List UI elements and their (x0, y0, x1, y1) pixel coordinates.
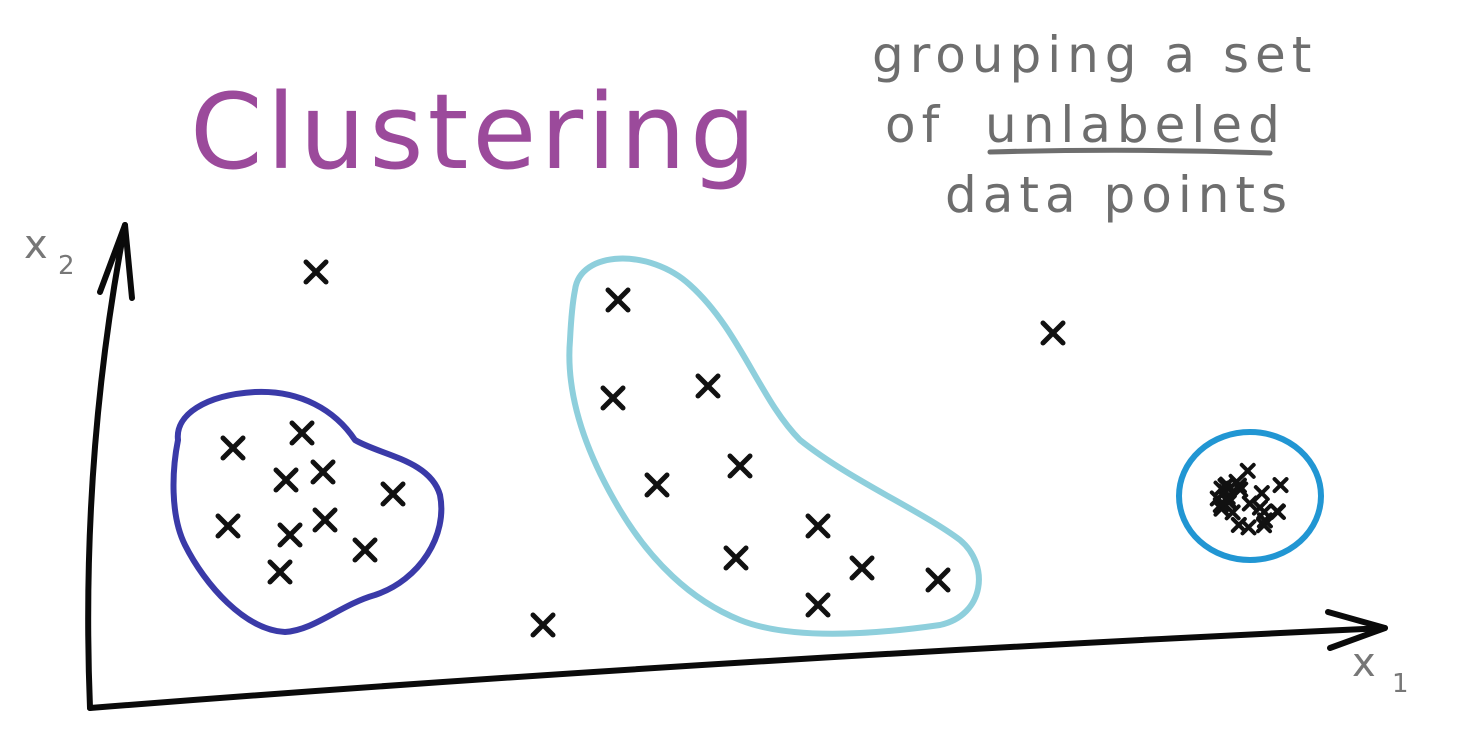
cluster-1-point-2 (289, 420, 315, 446)
cluster-2-point-8 (849, 555, 875, 581)
diagram-title: Clustering (190, 71, 760, 193)
cluster-3-point-26 (1239, 462, 1256, 479)
cluster-2-boundary (566, 255, 982, 637)
outlier-point-2 (1040, 320, 1066, 346)
cluster-2-point-1 (605, 287, 631, 313)
definition: grouping a set of unlabeled data points (872, 26, 1317, 224)
outlier-point-3 (530, 612, 556, 638)
x-axis-arrowhead (1325, 609, 1388, 651)
cluster-1-point-3 (273, 467, 299, 493)
cluster-2-point-5 (727, 453, 753, 479)
cluster-3-boundary (1176, 429, 1324, 563)
cluster-1-point-9 (352, 537, 378, 563)
cluster-1-point-7 (277, 522, 303, 548)
x-axis (87, 625, 1388, 711)
y-axis-label: x (24, 222, 48, 268)
cluster-1-point-5 (380, 481, 406, 507)
cluster-3-point-12 (1272, 477, 1289, 494)
cluster-2-point-4 (644, 472, 670, 498)
outlier-point-1 (303, 259, 329, 285)
y-axis-arrowhead (97, 222, 135, 301)
y-axis (85, 222, 128, 711)
cluster-1-point-10 (267, 559, 293, 585)
cluster-2-point-7 (805, 513, 831, 539)
cluster-1-point-8 (312, 507, 338, 533)
cluster-3-point-24 (1219, 491, 1236, 508)
cluster-3-point-22 (1269, 503, 1286, 520)
cluster-1-point-6 (215, 513, 241, 539)
emphasis-underline (987, 147, 1273, 156)
cluster-1-point-1 (220, 435, 246, 461)
cluster-2-point-9 (925, 567, 951, 593)
cluster-1-boundary (170, 388, 445, 635)
axes (85, 222, 1388, 711)
cluster-2-point-10 (805, 592, 831, 618)
y-axis-label-subscript: 2 (58, 251, 75, 281)
cluster-3-point-11 (1241, 495, 1258, 512)
cluster-2-point-6 (723, 545, 749, 571)
cluster-3-point-14 (1253, 485, 1270, 502)
definition-line-1: grouping a set (872, 26, 1317, 84)
data-points (215, 259, 1289, 638)
cluster-2-point-2 (600, 385, 626, 411)
cluster-2-point-3 (695, 373, 721, 399)
cluster-3-point-20 (1256, 512, 1273, 529)
x-axis-label: x (1352, 640, 1376, 686)
cluster-3-point-21 (1224, 504, 1241, 521)
cluster-1-point-4 (310, 459, 336, 485)
definition-line-2-prefix: of (885, 96, 945, 154)
x-axis-label-subscript: 1 (1392, 669, 1409, 699)
cluster-3-point-23 (1240, 519, 1257, 536)
definition-line-3: data points (945, 166, 1293, 224)
definition-line-2-emphasis: unlabeled (985, 96, 1286, 154)
cluster-3-point-25 (1218, 476, 1235, 493)
